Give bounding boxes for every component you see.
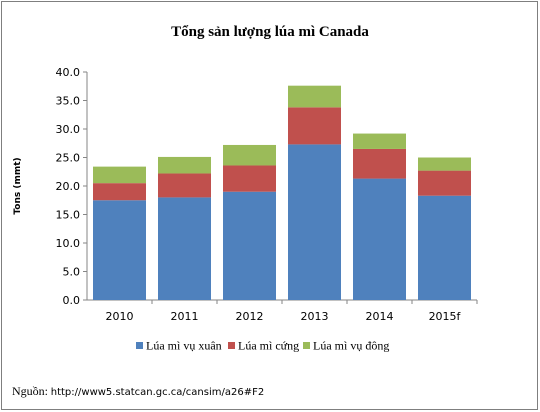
chart-title: Tổng sản lượng lúa mì Canada bbox=[171, 24, 369, 40]
source-label: Nguồn: bbox=[12, 384, 48, 398]
legend-label-2: Lúa mì cứng bbox=[238, 339, 299, 353]
bar-2014-series-3 bbox=[353, 133, 406, 149]
x-tick-label: 2012 bbox=[236, 310, 264, 323]
bar-2010-series-1 bbox=[93, 200, 146, 300]
x-tick-label: 2011 bbox=[171, 310, 199, 323]
y-tick-label: 10.0 bbox=[56, 237, 81, 250]
bar-2015f-series-3 bbox=[418, 157, 471, 171]
legend-label-1: Lúa mì vụ xuân bbox=[146, 339, 222, 353]
y-tick-label: 0.0 bbox=[63, 294, 81, 307]
bar-2013-series-1 bbox=[288, 144, 341, 300]
y-tick-label: 15.0 bbox=[56, 209, 81, 222]
bar-2011-series-3 bbox=[158, 156, 211, 174]
y-tick-label: 25.0 bbox=[56, 152, 81, 165]
y-tick-label: 30.0 bbox=[56, 123, 81, 136]
source-note: Nguồn: http://www5.statcan.gc.ca/cansim/… bbox=[12, 384, 264, 399]
x-tick-label: 2010 bbox=[106, 310, 134, 323]
bar-2012-series-3 bbox=[223, 144, 276, 166]
legend-swatch-2 bbox=[228, 342, 235, 349]
x-tick-label: 2015f bbox=[429, 310, 462, 323]
bar-2015f-series-2 bbox=[418, 170, 471, 196]
bar-2013-series-3 bbox=[288, 85, 341, 108]
legend-swatch-1 bbox=[136, 342, 143, 349]
bar-2015f-series-1 bbox=[418, 195, 471, 300]
bar-2011-series-2 bbox=[158, 173, 211, 198]
bar-2013-series-2 bbox=[288, 107, 341, 145]
bar-2010-series-2 bbox=[93, 183, 146, 201]
bar-2014-series-1 bbox=[353, 178, 406, 300]
bar-2012-series-1 bbox=[223, 191, 276, 300]
y-tick-label: 40.0 bbox=[56, 66, 81, 79]
bar-2012-series-2 bbox=[223, 165, 276, 192]
source-url[interactable]: http://www5.statcan.gc.ca/cansim/a26#F2 bbox=[50, 387, 265, 398]
bar-2010-series-3 bbox=[93, 166, 146, 184]
legend-swatch-3 bbox=[303, 342, 310, 349]
legend-label-3: Lúa mì vụ đông bbox=[313, 339, 389, 353]
bar-2014-series-2 bbox=[353, 148, 406, 179]
x-tick-label: 2013 bbox=[301, 310, 329, 323]
x-tick-label: 2014 bbox=[366, 310, 394, 323]
y-tick-label: 5.0 bbox=[63, 266, 81, 279]
y-tick-label: 20.0 bbox=[56, 180, 81, 193]
y-tick-label: 35.0 bbox=[56, 95, 81, 108]
y-axis-title: Tons (mmt) bbox=[13, 157, 23, 214]
bar-2011-series-1 bbox=[158, 197, 211, 300]
